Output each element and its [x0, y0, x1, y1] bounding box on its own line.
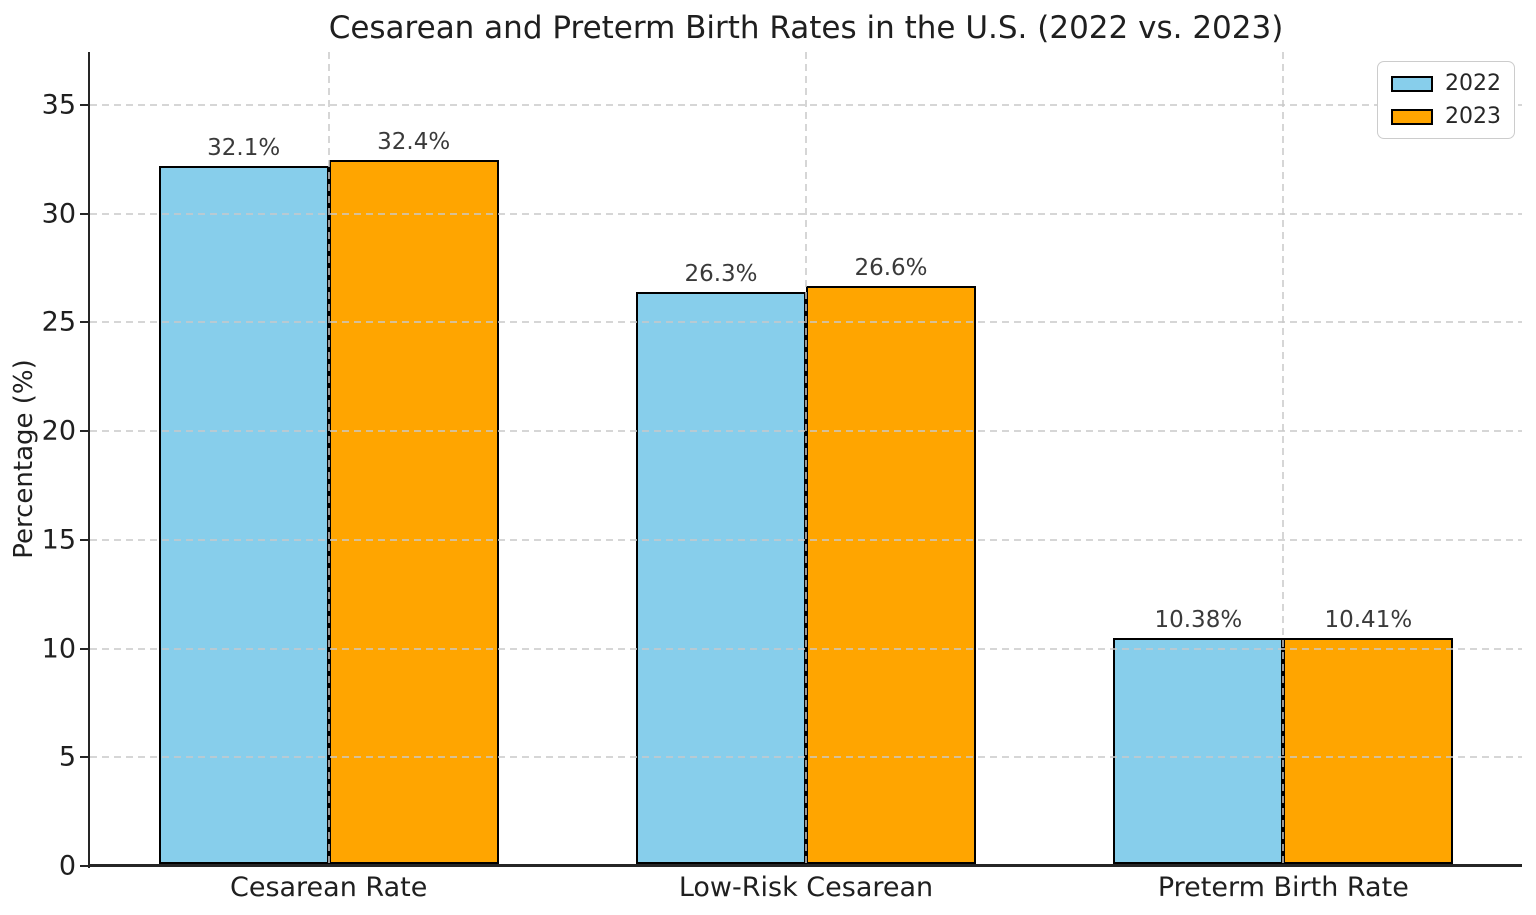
- gridline-x-cesarean-rate: [327, 52, 330, 866]
- legend-item-2023: 2023: [1391, 104, 1501, 129]
- y-tick-label-35: 35: [41, 89, 76, 121]
- legend: 2022 2023: [1377, 61, 1515, 139]
- y-tick-label-25: 25: [41, 306, 76, 338]
- legend-item-2022: 2022: [1391, 71, 1501, 96]
- y-tick-label-15: 15: [41, 524, 76, 556]
- bar-2023-cesarean-rate: [328, 159, 499, 864]
- x-tick-label-cesarean-rate: Cesarean Rate: [229, 872, 428, 903]
- x-tick-label-low-risk-cesarean: Low-Risk Cesarean: [678, 872, 934, 903]
- bar-2022-cesarean-rate: [158, 166, 329, 864]
- bar-2023-low-risk-cesarean: [806, 285, 976, 864]
- y-tick-label-10: 10: [41, 633, 76, 665]
- y-tick-0: [80, 865, 89, 867]
- y-tick-5: [80, 756, 89, 759]
- plot-area: 32.1% 32.4% 26.3% 26.6% 10.38% 10.41%: [88, 52, 1522, 868]
- bar-value-label-2022-low-risk-cesarean: 26.3%: [684, 261, 758, 288]
- bar-value-label-2023-low-risk-cesarean: 26.6%: [854, 254, 928, 281]
- y-tick-15: [80, 538, 89, 541]
- y-tick-25: [80, 321, 89, 324]
- bottom-spine: [88, 864, 1522, 867]
- legend-swatch-2022: [1391, 75, 1433, 92]
- y-tick-label-5: 5: [58, 741, 76, 773]
- bar-value-label-2022-preterm-birth-rate: 10.38%: [1154, 607, 1243, 634]
- bar-value-label-2023-cesarean-rate: 32.4%: [377, 128, 451, 155]
- bar-value-label-2022-cesarean-rate: 32.1%: [207, 135, 281, 162]
- bar-2022-preterm-birth-rate: [1113, 638, 1284, 864]
- x-tick-label-preterm-birth-rate: Preterm Birth Rate: [1157, 872, 1409, 903]
- chart-title: Cesarean and Preterm Birth Rates in the …: [328, 10, 1284, 46]
- y-tick-label-30: 30: [41, 198, 76, 230]
- y-tick-35: [80, 104, 89, 107]
- legend-label-2023: 2023: [1445, 104, 1501, 129]
- bar-value-label-2023-preterm-birth-rate: 10.41%: [1324, 606, 1413, 633]
- legend-label-2022: 2022: [1445, 71, 1501, 96]
- y-tick-label-0: 0: [58, 850, 76, 882]
- bar-2022-low-risk-cesarean: [636, 292, 806, 864]
- y-tick-10: [80, 647, 89, 650]
- y-tick-30: [80, 212, 89, 215]
- legend-swatch-2023: [1391, 108, 1433, 125]
- gridline-x-low-risk-cesarean: [805, 52, 807, 866]
- gridline-x-preterm-birth-rate: [1282, 52, 1285, 866]
- bar-2023-preterm-birth-rate: [1283, 637, 1454, 864]
- y-tick-20: [80, 430, 89, 433]
- left-spine: [88, 52, 90, 868]
- y-tick-label-20: 20: [41, 415, 76, 447]
